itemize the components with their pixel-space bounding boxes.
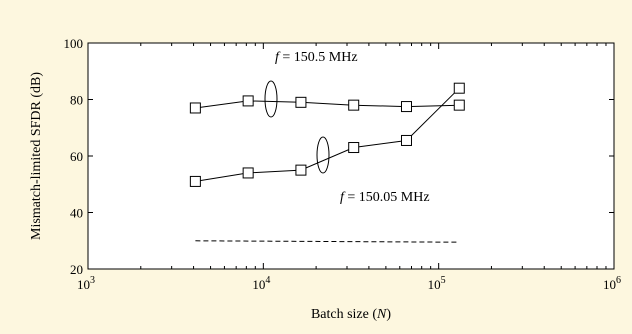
data-point-s1-0 (189, 175, 201, 187)
data-point-s1-3 (348, 142, 360, 154)
series-line-1 (195, 87, 460, 182)
y-tick-label: 80 (70, 93, 83, 108)
data-point-s1-2 (295, 164, 307, 176)
x-axis-label: Batch size (N) (311, 307, 391, 322)
data-point-s1-4 (400, 134, 412, 146)
series-label-150-05: f = 150.05 MHz (340, 190, 430, 205)
series-line-0 (195, 100, 460, 109)
y-axis-label: Mismatch-limited SFDR (dB) (29, 72, 44, 240)
data-point-s0-1 (242, 95, 254, 107)
plot-area (87, 42, 615, 270)
data-point-s1-5 (453, 82, 465, 94)
y-tick-label: 20 (70, 262, 83, 277)
data-point-s0-0 (189, 102, 201, 114)
group-ellipse-150-5 (264, 80, 278, 118)
y-tick-label: 60 (70, 149, 83, 164)
data-point-s0-2 (295, 96, 307, 108)
y-tick-label: 100 (64, 36, 84, 51)
group-ellipse-150-05 (316, 136, 330, 174)
data-point-s0-3 (348, 99, 360, 111)
series-label-150-5: f = 150.5 MHz (275, 50, 358, 65)
y-tick-label: 40 (70, 206, 83, 221)
data-point-s0-5 (453, 99, 465, 111)
x-tick-label: 105 (428, 275, 446, 292)
x-tick-label: 103 (77, 275, 95, 292)
series-line-2 (195, 240, 460, 243)
data-point-s0-4 (400, 101, 412, 113)
x-tick-label: 106 (603, 275, 621, 292)
x-tick-label: 104 (252, 275, 270, 292)
data-point-s1-1 (242, 167, 254, 179)
